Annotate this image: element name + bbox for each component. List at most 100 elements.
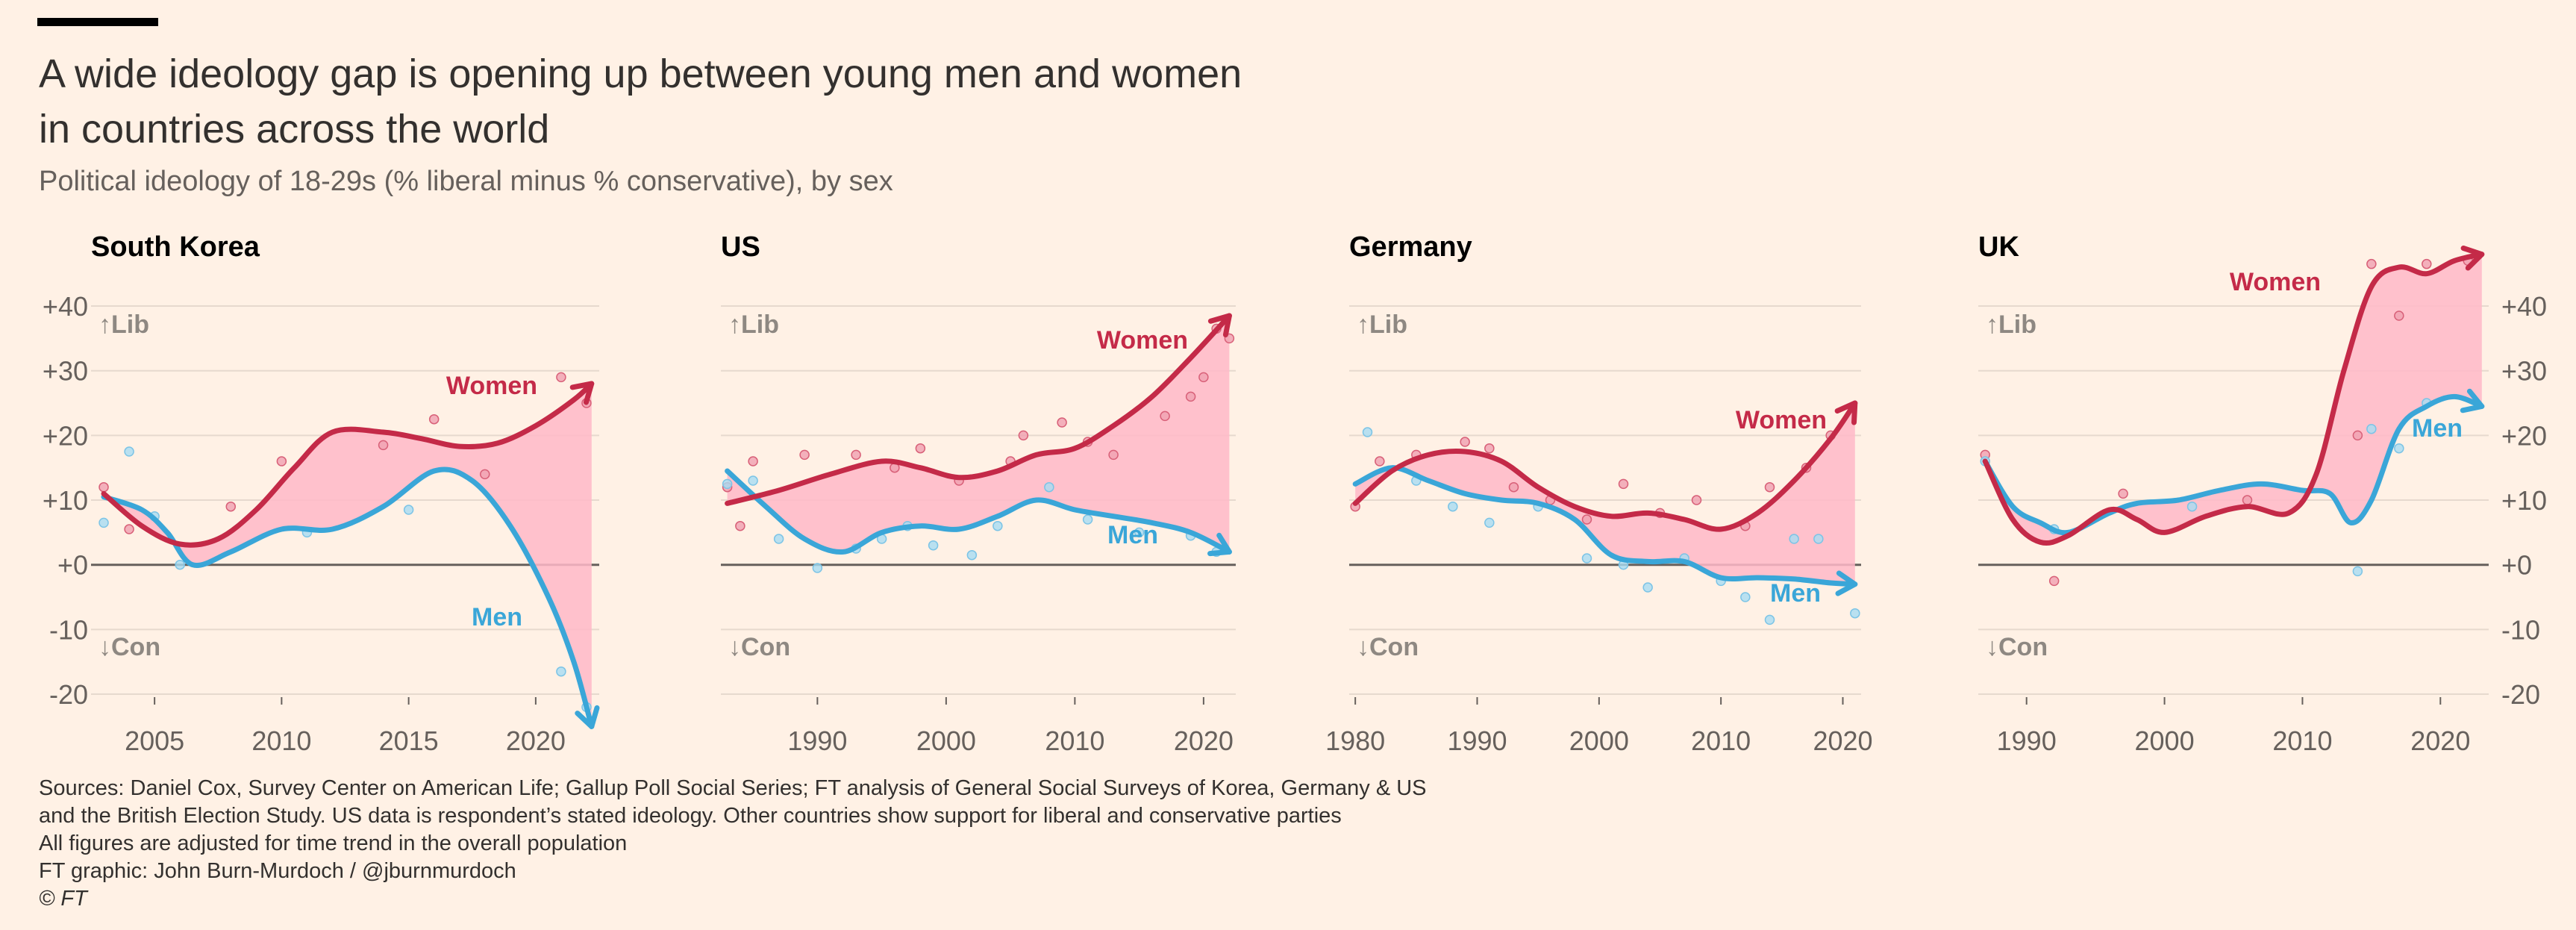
y-tick-label: +20	[2501, 420, 2547, 451]
men-arrowhead	[575, 705, 600, 729]
panel-title: South Korea	[91, 231, 260, 263]
women-data-point	[1581, 514, 1592, 525]
x-tick-label: 2020	[2410, 725, 2470, 756]
men-data-point	[1044, 481, 1054, 493]
women-data-point	[748, 456, 758, 466]
women-data-point	[2394, 310, 2404, 321]
men-data-point	[773, 534, 784, 544]
women-label: Women	[2230, 268, 2321, 296]
men-trend-line	[1982, 393, 2485, 536]
y-tick-label: -20	[49, 679, 88, 710]
women-arrowhead	[2460, 246, 2485, 271]
men-data-point	[966, 549, 978, 561]
y-tick-label: +0	[2501, 550, 2532, 581]
women-data-point	[1375, 456, 1385, 466]
ft-brand-bar	[37, 18, 158, 26]
women-data-point	[1198, 372, 1209, 383]
men-data-point	[2366, 423, 2377, 434]
men-data-point	[175, 559, 185, 570]
women-data-point	[99, 481, 109, 493]
x-tick-label: 2020	[506, 725, 566, 756]
women-trend-line	[725, 313, 1232, 506]
men-data-point	[992, 520, 1003, 531]
women-data-point	[1160, 411, 1170, 422]
chart-title: A wide ideology gap is opening up betwee…	[39, 46, 1457, 157]
source-notes: Sources: Daniel Cox, Survey Center on Am…	[39, 775, 1427, 913]
women-data-point	[2366, 258, 2377, 269]
men-data-point	[1642, 582, 1653, 593]
title-line-1: A wide ideology gap is opening up betwee…	[39, 52, 1242, 96]
men-data-point	[722, 478, 733, 490]
women-data-point	[480, 469, 490, 480]
men-data-point	[1082, 514, 1093, 525]
men-data-point	[403, 505, 414, 515]
source-line-1: Sources: Daniel Cox, Survey Center on Am…	[39, 776, 1427, 800]
men-data-point	[748, 475, 758, 486]
y-tick-label: +30	[43, 356, 88, 387]
women-data-point	[1508, 481, 1519, 493]
men-label: Men	[1107, 521, 1158, 549]
women-data-point	[2422, 258, 2432, 269]
women-label: Women	[1097, 326, 1188, 355]
women-data-point	[735, 520, 745, 531]
women-data-point	[556, 372, 566, 383]
men-data-point	[2394, 443, 2404, 454]
lib-label: ↑Lib	[728, 310, 779, 339]
women-data-point	[1185, 391, 1196, 402]
y-tick-label: -10	[49, 614, 88, 645]
x-tick-label: 2020	[1174, 725, 1234, 756]
women-data-point	[378, 440, 389, 451]
women-data-point	[124, 524, 134, 534]
women-data-point	[915, 443, 926, 454]
men-trend-line	[725, 468, 1232, 555]
men-data-point	[1448, 501, 1458, 512]
women-trend-line	[1352, 400, 1858, 532]
men-arrowhead	[1207, 532, 1232, 557]
men-data-point	[812, 563, 823, 573]
women-data-point	[225, 501, 237, 512]
lib-label: ↑Lib	[99, 310, 149, 339]
men-data-point	[124, 446, 134, 457]
men-arrowhead	[1835, 570, 1858, 596]
panel-title: Germany	[1349, 231, 1472, 263]
source-line-2: and the British Election Study. US data …	[39, 804, 1342, 828]
source-line-3: All figures are adjusted for time trend …	[39, 831, 628, 855]
y-tick-label: -10	[2501, 614, 2540, 645]
panel-south-korea: South Korea+40 +30 +20 +10 +0 -10 -20 2005 2010 2…	[43, 231, 600, 756]
y-tick-label: +40	[43, 291, 88, 322]
men-data-point	[928, 540, 939, 551]
women-trend-line	[1982, 252, 2485, 546]
x-tick-label: 1980	[1325, 725, 1385, 756]
men-label: Men	[472, 603, 522, 631]
women-data-point	[1691, 495, 1702, 505]
y-tick-label: +10	[2501, 485, 2547, 516]
gap-area	[104, 384, 592, 727]
lib-label: ↑Lib	[1986, 310, 2036, 339]
women-arrowhead	[1834, 400, 1858, 425]
women-data-point	[1057, 417, 1067, 428]
title-line-2: in countries across the world	[39, 107, 550, 152]
women-data-point	[428, 413, 440, 425]
panel-us: US 1990 2000 2010 2020 ↑Lib ↓Con Women Men	[721, 231, 1236, 756]
gap-area	[1355, 403, 1855, 584]
women-arrowhead	[569, 381, 595, 405]
panel-germany: Germany 1980 1990 2000 2010 2020 ↑Lib ↓Con Women…	[1325, 231, 1872, 756]
y-tick-label: +10	[43, 485, 88, 516]
men-data-point	[1134, 527, 1145, 538]
x-tick-label: 2010	[251, 725, 311, 756]
women-data-point	[2352, 430, 2363, 441]
y-tick-label: +30	[2501, 356, 2547, 387]
men-trend-line	[1352, 465, 1858, 587]
men-data-point	[2186, 501, 2198, 512]
lib-label: ↑Lib	[1357, 310, 1407, 339]
con-label: ↓Con	[1357, 633, 1419, 661]
men-data-point	[99, 517, 109, 528]
x-tick-label: 2010	[1045, 725, 1104, 756]
women-data-point	[1108, 449, 1119, 461]
women-label: Women	[1736, 406, 1827, 434]
men-data-point	[1740, 592, 1751, 602]
x-tick-label: 1990	[1447, 725, 1507, 756]
x-tick-label: 2010	[2272, 725, 2332, 756]
x-tick-label: 2010	[1691, 725, 1751, 756]
